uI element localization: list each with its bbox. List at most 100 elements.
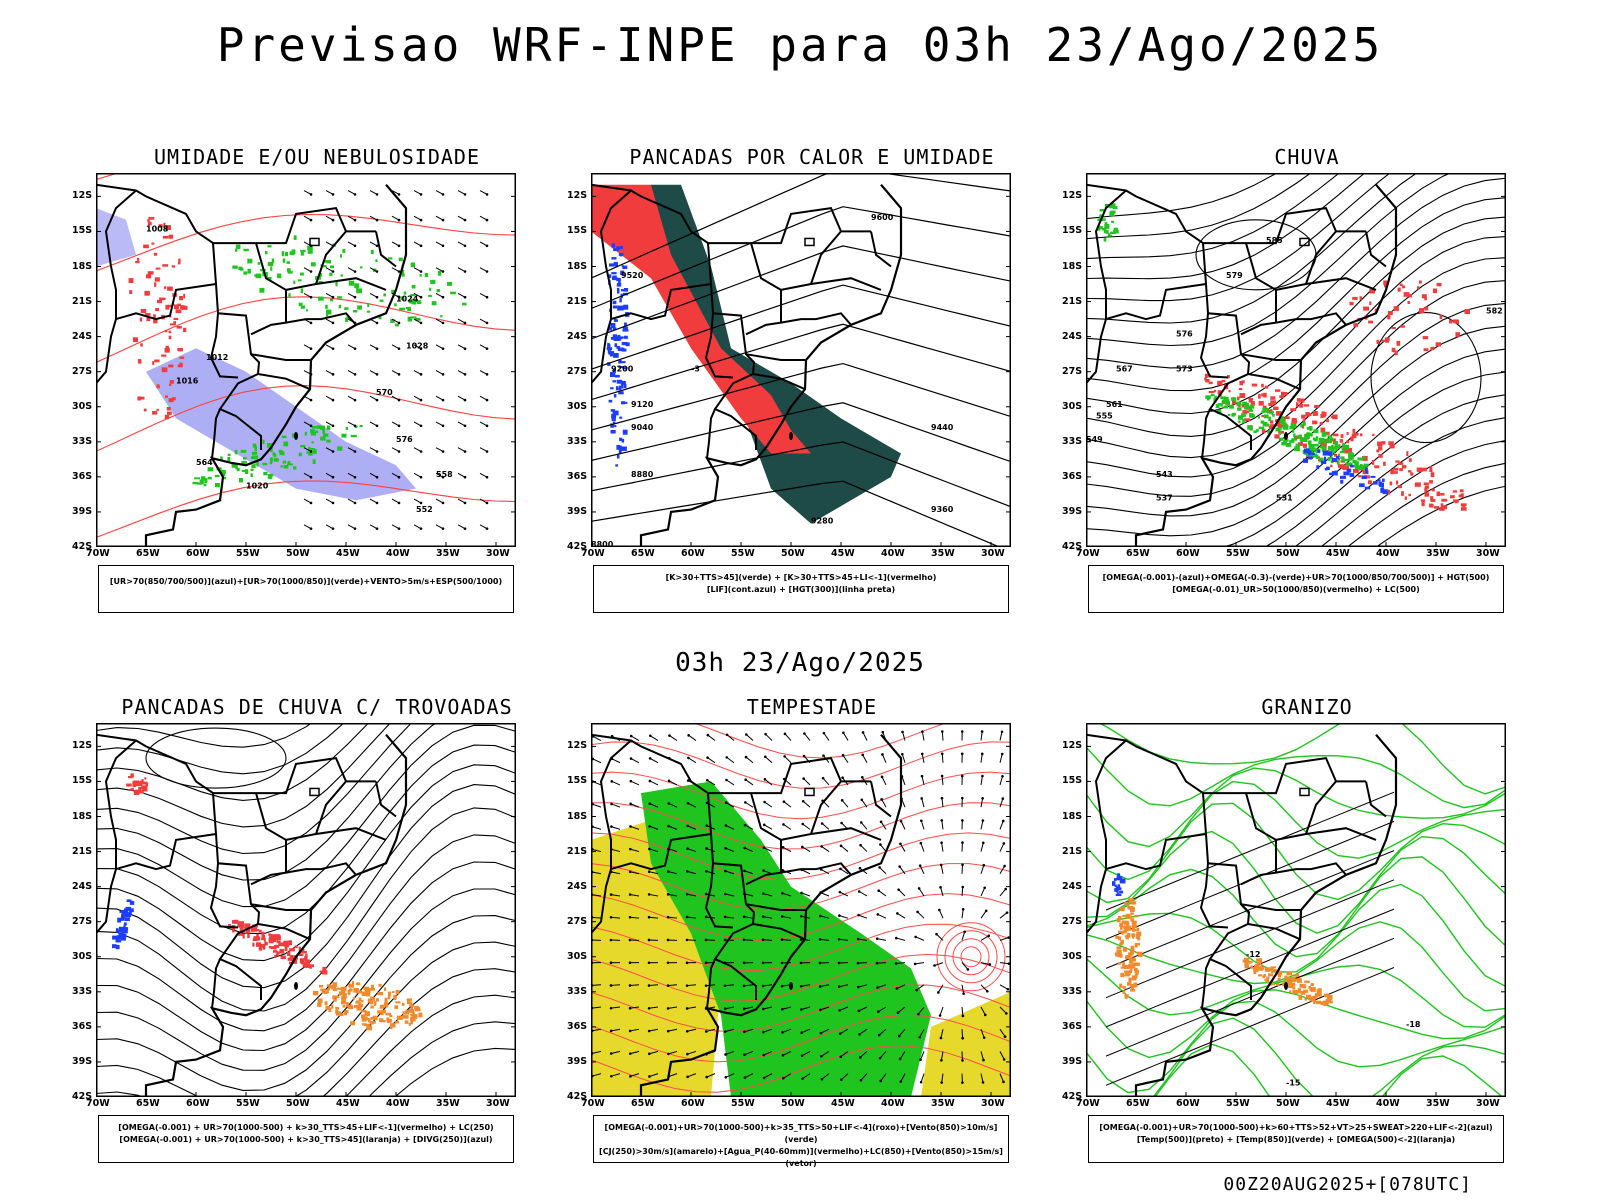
lat-label: 15S — [567, 225, 588, 237]
wind-arrow — [999, 1073, 1004, 1083]
wind-arrow-head — [876, 913, 880, 916]
speckle — [1258, 394, 1261, 399]
speckle — [1257, 416, 1260, 419]
speckle — [262, 462, 268, 466]
wind-arrow — [919, 1028, 925, 1038]
speckle — [1348, 452, 1353, 457]
wind-arrow-head — [920, 774, 924, 778]
speckle — [1227, 413, 1231, 416]
speckle — [168, 234, 174, 239]
speckle — [144, 777, 147, 780]
speckle — [270, 946, 273, 949]
speckle — [624, 335, 628, 339]
wind-arrow-head — [762, 1053, 766, 1057]
speckle — [1261, 410, 1265, 413]
wind-arrow — [980, 820, 984, 830]
speckle — [1116, 918, 1121, 923]
speckle — [1423, 348, 1429, 352]
speckle — [355, 982, 361, 986]
lat-label: 30S — [567, 950, 588, 962]
wind-arrow-head — [724, 1053, 727, 1056]
wind-arrow — [782, 892, 792, 897]
wind-arrow — [921, 776, 925, 786]
speckle — [130, 773, 134, 778]
speckle — [335, 1011, 342, 1016]
wind-arrow — [435, 524, 444, 530]
wind-arrow — [920, 1051, 925, 1060]
contour-label: 9280 — [811, 517, 834, 526]
wind-arrow-head — [725, 733, 729, 737]
speckle — [1327, 457, 1331, 461]
wind-arrow-head — [899, 1080, 903, 1083]
speckle — [1121, 920, 1126, 924]
wind-arrow — [686, 984, 697, 987]
map-base — [96, 183, 408, 547]
lon-label: 40W — [1376, 548, 1400, 559]
speckle — [411, 285, 416, 289]
speckle — [278, 449, 283, 453]
speckle — [354, 283, 360, 288]
speckle — [1459, 489, 1464, 493]
lon-label: 70W — [581, 1098, 605, 1109]
wind-arrow-head — [353, 295, 357, 299]
wind-arrow-head — [822, 731, 826, 735]
wind-arrow — [961, 1029, 964, 1039]
speckle — [350, 434, 357, 438]
speckle — [1136, 927, 1140, 931]
wind-arrow-head — [859, 843, 862, 847]
wind-arrow — [391, 395, 400, 401]
wind-arrow-head — [331, 527, 335, 530]
legend-line: [OMEGA(-0.001)-(azul)+OMEGA(-0.3)-(verde… — [1102, 573, 1490, 582]
country-border — [599, 189, 632, 320]
wind-arrow — [668, 1006, 678, 1009]
speckle — [1237, 407, 1242, 411]
lon-label: 30W — [486, 1098, 510, 1109]
wind-arrow-head — [331, 193, 335, 196]
speckle — [1317, 988, 1322, 993]
wind-arrow-head — [309, 450, 313, 453]
speckle — [619, 297, 622, 303]
speckle — [146, 316, 151, 321]
speckle — [117, 936, 120, 940]
speckle — [386, 1019, 392, 1023]
speckle — [269, 473, 274, 477]
wind-arrow-head — [331, 218, 335, 222]
speckle — [177, 261, 181, 265]
speckle — [1254, 965, 1257, 968]
country-border — [209, 863, 239, 929]
speckle — [145, 292, 150, 296]
speckle — [214, 474, 220, 478]
lon-label: 55W — [731, 548, 755, 559]
speckle — [431, 301, 437, 306]
speckle — [238, 933, 244, 936]
wind-arrow-head — [724, 846, 727, 850]
wind-arrow-head — [706, 778, 709, 782]
speckle — [1287, 984, 1294, 989]
hgt-contour — [591, 323, 1011, 401]
lon-label: 60W — [1176, 1098, 1200, 1109]
speckle — [1331, 447, 1335, 453]
speckle — [1207, 398, 1210, 401]
lat-label: 30S — [72, 400, 93, 412]
speckle — [1315, 1000, 1321, 1005]
wind-arrow-head — [331, 347, 335, 350]
wind-arrow-head — [463, 244, 467, 248]
wind-arrow-head — [647, 915, 651, 919]
speckle — [618, 280, 621, 286]
speckle — [410, 298, 415, 304]
speckle — [370, 249, 374, 255]
speckle — [404, 1020, 409, 1024]
wind-arrow-head — [609, 938, 613, 942]
speckle — [1326, 466, 1330, 471]
wind-arrow-head — [881, 753, 884, 756]
speckle — [621, 336, 624, 339]
speckle — [240, 449, 247, 453]
wind-arrow-head — [397, 244, 401, 248]
wind-arrow — [980, 1051, 984, 1061]
speckle — [1297, 978, 1302, 983]
speckle — [319, 970, 325, 973]
wind-arrow-head — [723, 1007, 727, 1011]
speckle — [348, 984, 355, 988]
panel-tempestade: TEMPESTADE 12S 15S 18S 21S 24S 27S 30S 33S 36S 39… — [567, 695, 1047, 1185]
speckle — [1279, 416, 1284, 421]
